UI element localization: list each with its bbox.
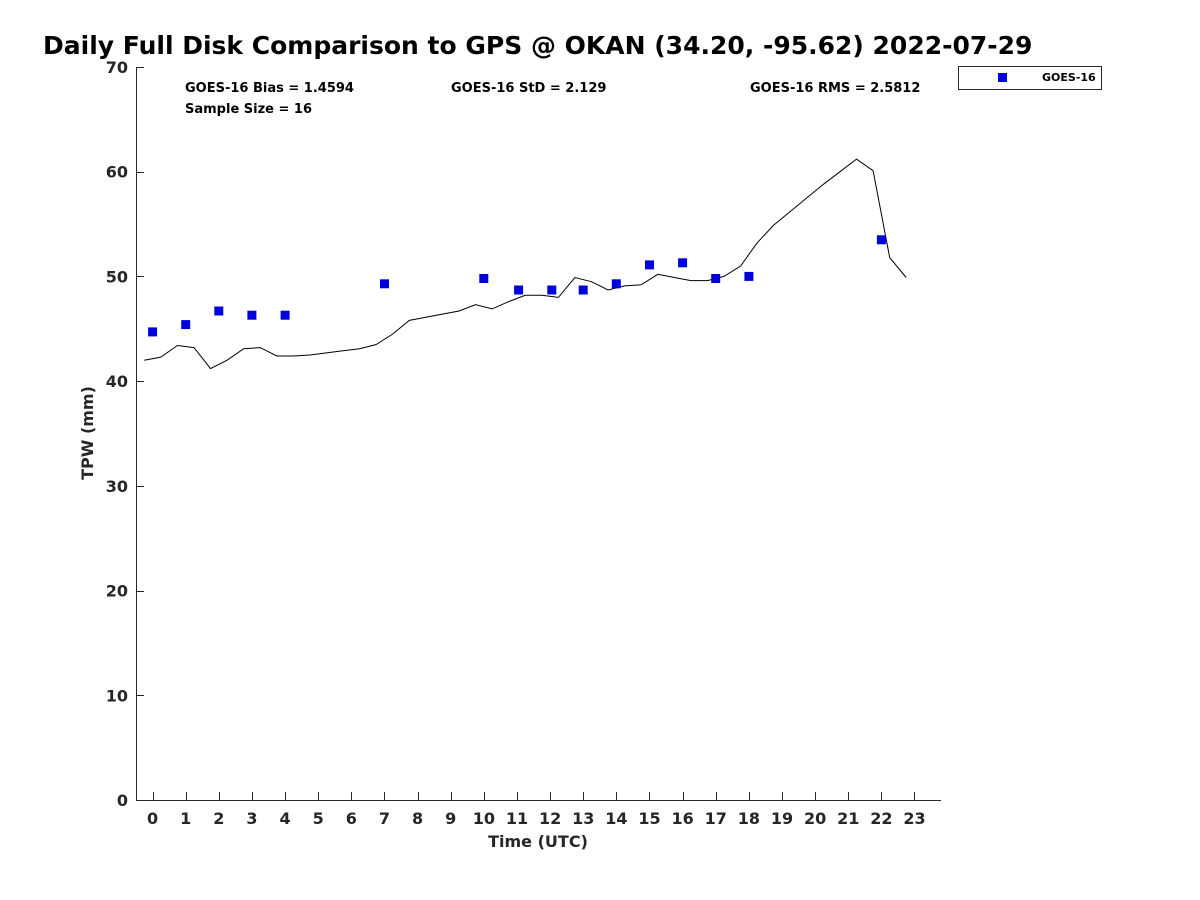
x-tick-label: 13 xyxy=(572,809,594,828)
data-point-goes16 xyxy=(148,327,158,337)
x-tick-label: 14 xyxy=(605,809,627,828)
x-tick-label: 18 xyxy=(738,809,760,828)
x-axis-label: Time (UTC) xyxy=(488,832,588,851)
data-point-goes16 xyxy=(711,274,721,283)
y-tick-label: 10 xyxy=(106,686,128,705)
tick-group: 0 1 2 3 4 5 6 7 8 9 10 11 12 13 14 15 16 17 18 19 20 21 22 2301… xyxy=(106,58,926,828)
x-tick-label: 17 xyxy=(705,809,727,828)
x-tick-label: 3 xyxy=(246,809,257,828)
data-point-goes16 xyxy=(247,310,257,320)
data-point-goes16 xyxy=(280,310,290,320)
x-tick-label: 22 xyxy=(870,809,892,828)
y-tick-label: 0 xyxy=(117,791,128,810)
x-tick-label: 0 xyxy=(147,809,158,828)
x-tick-label: 21 xyxy=(837,809,859,828)
y-tick-label: 60 xyxy=(106,163,128,182)
gps-reference-line xyxy=(144,158,907,370)
y-tick-label: 50 xyxy=(106,267,128,286)
y-tick-label: 70 xyxy=(106,58,128,77)
x-tick-label: 1 xyxy=(180,809,191,828)
legend-label-goes16: GOES-16 xyxy=(1042,71,1096,84)
x-tick-label: 8 xyxy=(412,809,423,828)
x-tick-label: 19 xyxy=(771,809,793,828)
y-tick-label: 20 xyxy=(106,582,128,601)
x-tick-label: 16 xyxy=(671,809,693,828)
x-tick-label: 10 xyxy=(473,809,495,828)
data-point-goes16 xyxy=(678,258,688,268)
data-point-goes16 xyxy=(380,279,389,289)
data-point-goes16 xyxy=(181,320,191,330)
chart-title: Daily Full Disk Comparison to GPS @ OKAN… xyxy=(43,31,1032,60)
x-tick-label: 23 xyxy=(903,809,925,828)
data-point-goes16 xyxy=(876,235,886,245)
legend: GOES-16 xyxy=(958,66,1102,90)
x-tick-label: 2 xyxy=(213,809,224,828)
legend-marker-goes16 xyxy=(998,73,1007,82)
y-tick-label: 30 xyxy=(106,477,128,496)
plot-area xyxy=(144,158,907,370)
bias-stat: GOES-16 Bias = 1.4594 xyxy=(185,81,354,96)
x-tick-label: 11 xyxy=(506,809,528,828)
x-tick-label: 5 xyxy=(313,809,324,828)
x-tick-label: 7 xyxy=(379,809,390,828)
sample-size-stat: Sample Size = 16 xyxy=(185,102,312,117)
data-point-goes16 xyxy=(578,285,588,295)
data-point-goes16 xyxy=(547,285,557,295)
rms-stat: GOES-16 RMS = 2.5812 xyxy=(750,81,920,96)
x-tick-label: 12 xyxy=(539,809,561,828)
data-point-goes16 xyxy=(645,260,654,270)
data-point-goes16 xyxy=(744,271,754,281)
std-stat: GOES-16 StD = 2.129 xyxy=(451,81,606,96)
x-tick-label: 6 xyxy=(346,809,357,828)
y-axis-label: TPW (mm) xyxy=(78,386,97,480)
x-tick-label: 15 xyxy=(638,809,660,828)
data-point-goes16 xyxy=(214,306,224,316)
x-tick-label: 20 xyxy=(804,809,826,828)
data-point-goes16 xyxy=(514,285,524,295)
legend-box xyxy=(958,66,1102,90)
data-point-goes16 xyxy=(611,279,621,289)
x-tick-label: 9 xyxy=(445,809,456,828)
axes xyxy=(136,67,941,801)
data-point-goes16 xyxy=(479,274,489,283)
y-tick-label: 40 xyxy=(106,372,128,391)
x-tick-label: 4 xyxy=(280,809,291,828)
